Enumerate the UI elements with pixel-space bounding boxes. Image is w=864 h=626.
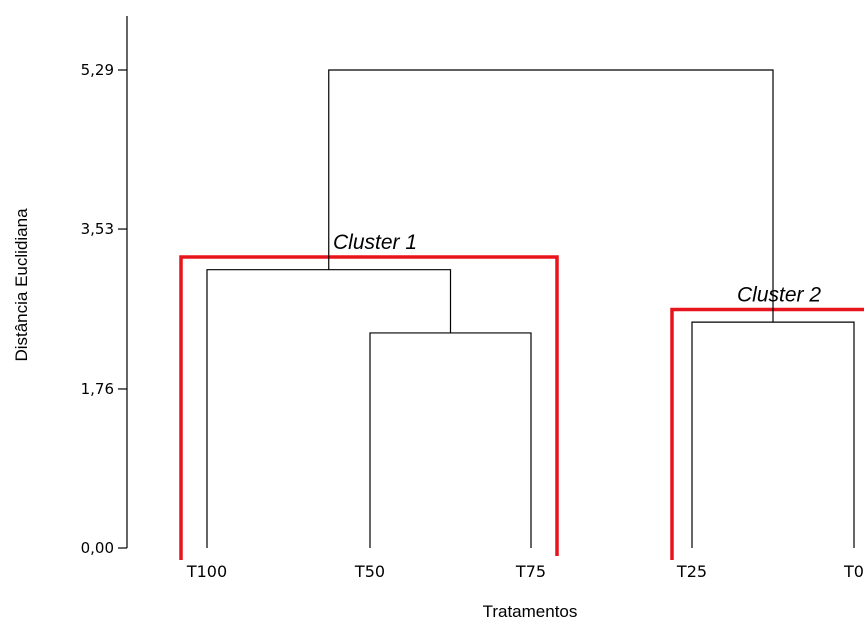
cluster-2-label: Cluster 2 xyxy=(737,283,821,306)
x-axis-title: Tratamentos xyxy=(483,602,578,621)
y-axis-ticks: 0,00 1,76 3,53 5,29 xyxy=(81,61,127,557)
cluster-1-label: Cluster 1 xyxy=(333,231,417,254)
leaf-label-t50: T50 xyxy=(354,562,385,581)
y-tick-label: 0,00 xyxy=(81,539,114,557)
dendrogram-links xyxy=(206,69,855,548)
y-tick-label: 3,53 xyxy=(81,220,114,238)
y-axis-title: Distância Euclidiana xyxy=(12,208,31,362)
dendrogram-link-t50-t75 xyxy=(369,332,532,548)
leaf-label-t25: T25 xyxy=(676,562,707,581)
leaf-label-t100: T100 xyxy=(186,562,227,581)
y-tick-label: 5,29 xyxy=(81,61,114,79)
cluster-1-bracket xyxy=(179,255,559,560)
dendrogram-link-t25-t0 xyxy=(691,321,855,548)
cluster-2-bracket xyxy=(670,307,864,560)
leaf-labels: T100 T50 T75 T25 T0 xyxy=(186,562,864,581)
dendrogram-link-root xyxy=(328,69,774,323)
leaf-label-t0: T0 xyxy=(843,562,864,581)
leaf-label-t75: T75 xyxy=(515,562,546,581)
cluster-labels: Cluster 1 Cluster 2 xyxy=(333,231,821,306)
y-tick-label: 1,76 xyxy=(81,380,114,398)
dendrogram-link-t100-t50-t75- xyxy=(206,269,452,548)
